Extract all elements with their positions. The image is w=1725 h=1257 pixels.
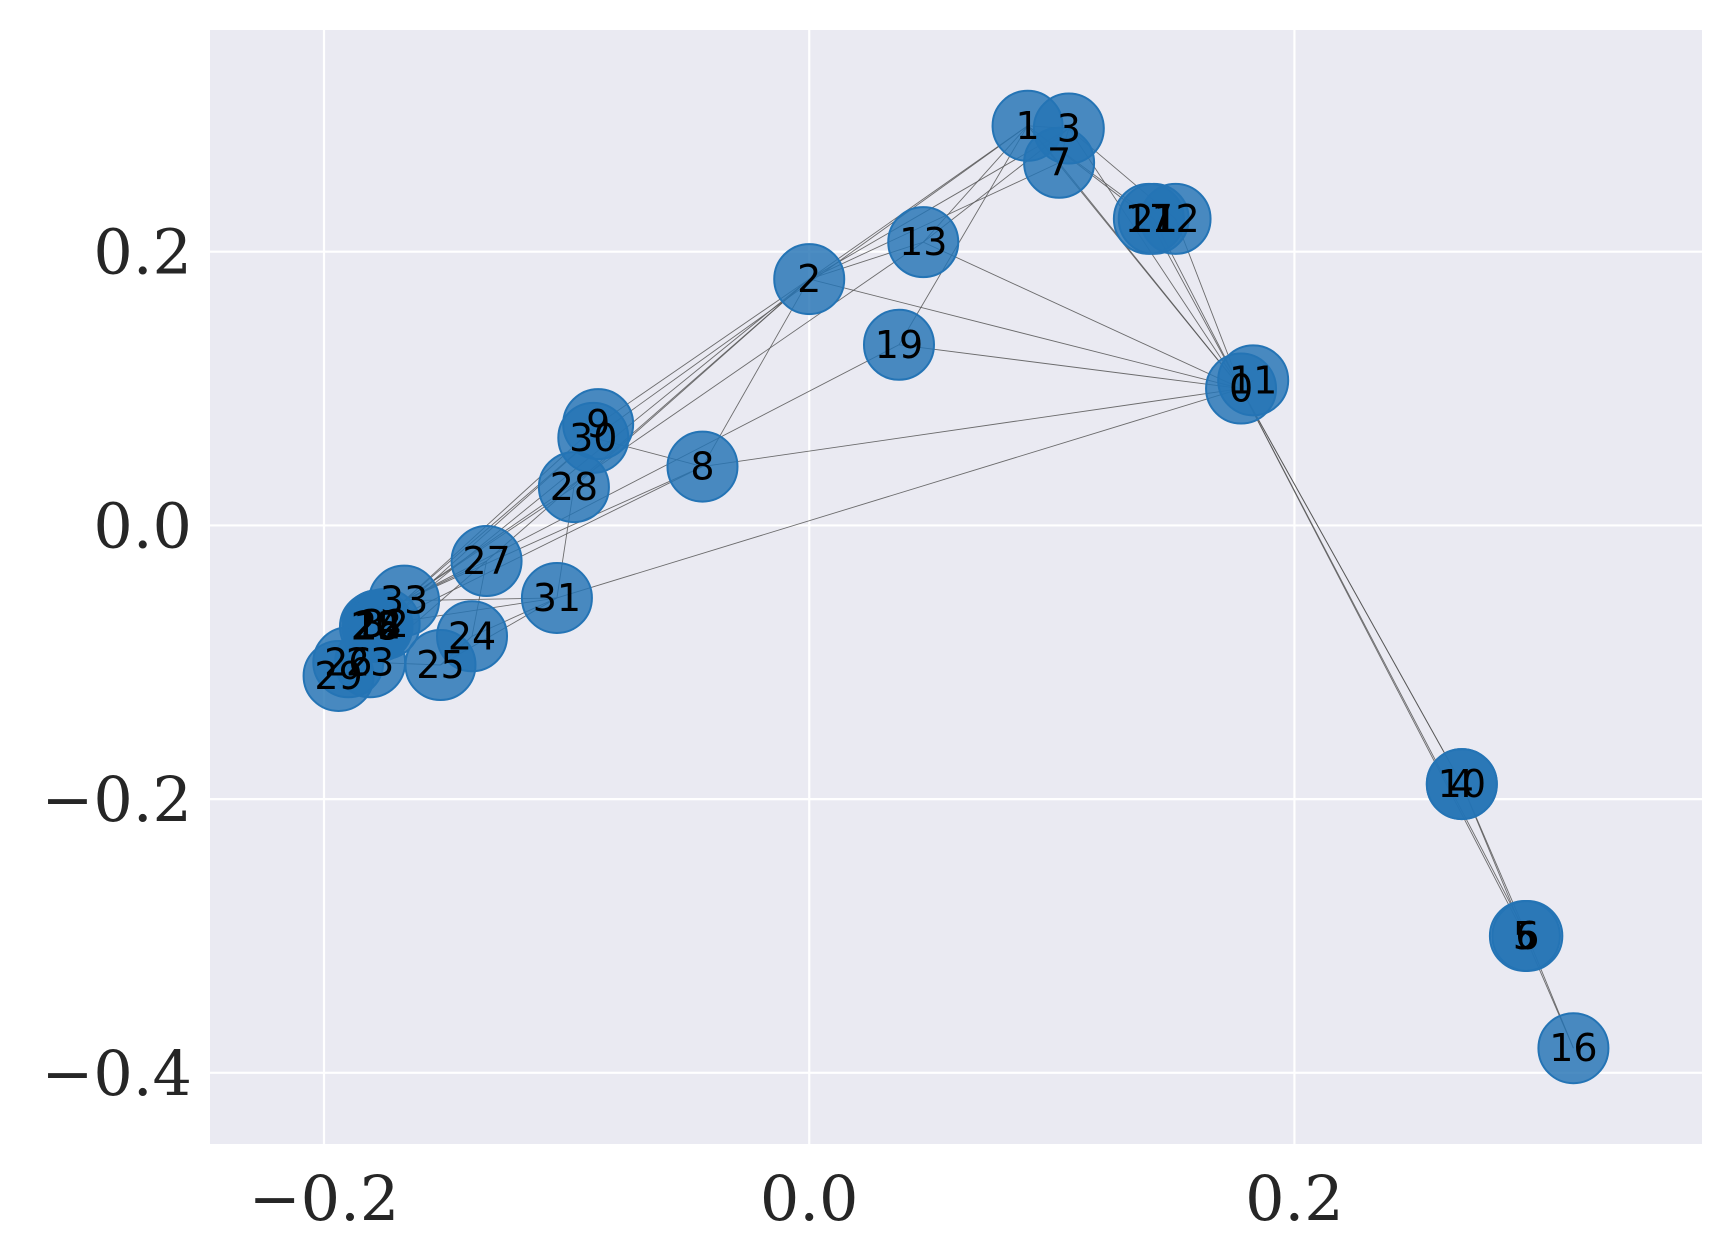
node-8 [666, 430, 739, 503]
node-label-33: 33 [380, 579, 428, 623]
node-21 [1117, 182, 1190, 255]
node-label-1: 1 [1015, 104, 1039, 148]
edge-0-8 [702, 388, 1242, 468]
edge-0-10 [1240, 388, 1463, 785]
edge-0-2 [809, 278, 1242, 389]
node-label-27: 27 [462, 539, 510, 583]
node-label-21: 21 [1130, 197, 1178, 241]
node-label-19: 19 [875, 323, 923, 367]
node-13 [887, 206, 960, 279]
edge-1-2 [808, 125, 1028, 280]
node-label-20: 20 [351, 605, 399, 649]
node-label-8: 8 [690, 445, 714, 489]
node-label-23: 23 [346, 640, 394, 684]
y-tick-label-3: −0.4 [41, 1037, 192, 1110]
node-label-6: 6 [1515, 914, 1539, 958]
node-31 [520, 561, 593, 634]
node-label-22: 22 [353, 603, 401, 647]
node-label-32: 32 [360, 602, 408, 646]
node-label-13: 13 [899, 220, 947, 264]
node-label-3: 3 [1057, 107, 1081, 151]
x-tick-label-1: 0.0 [760, 1162, 859, 1235]
node-label-12: 12 [1151, 197, 1199, 241]
node-label-16: 16 [1549, 1026, 1597, 1070]
y-axis-tick-labels: 0.2 0.0 −0.2 −0.4 [41, 216, 192, 1110]
node-label-9: 9 [586, 402, 610, 446]
node-label-29: 29 [314, 654, 362, 698]
node-label-2: 2 [797, 257, 821, 301]
node-label-0: 0 [1229, 367, 1253, 411]
node-2 [773, 243, 846, 316]
node-11 [1217, 344, 1290, 417]
node-label-15: 15 [353, 605, 401, 649]
y-tick-label-2: −0.2 [41, 763, 192, 836]
node-label-5: 5 [1513, 914, 1537, 958]
node-label-10: 10 [1438, 762, 1486, 806]
node-6 [1491, 899, 1564, 972]
x-axis-tick-labels: −0.2 0.0 0.2 [249, 1162, 1344, 1235]
graph-nodes: 0123456789101112131415161718192021222324… [302, 89, 1610, 1085]
node-label-11: 11 [1229, 358, 1277, 402]
node-19 [862, 308, 935, 381]
node-10 [1425, 748, 1498, 821]
node-label-7: 7 [1047, 141, 1071, 185]
y-tick-label-1: 0.0 [93, 489, 192, 562]
node-16 [1537, 1012, 1610, 1085]
edge-0-13 [923, 241, 1242, 389]
x-tick-label-0: −0.2 [249, 1162, 400, 1235]
node-label-17: 17 [1125, 197, 1173, 241]
edge-0-31 [556, 388, 1242, 599]
y-tick-label-0: 0.2 [93, 216, 192, 289]
node-label-26: 26 [324, 640, 372, 684]
node-25 [404, 629, 477, 702]
edge-0-7 [1058, 162, 1242, 389]
node-33 [368, 564, 441, 637]
node-label-4: 4 [1450, 762, 1474, 806]
node-label-18: 18 [353, 603, 401, 647]
edge-0-19 [898, 344, 1242, 390]
node-30 [557, 401, 630, 474]
x-tick-label-2: 0.2 [1245, 1162, 1344, 1235]
node-27 [450, 524, 523, 597]
node-29 [302, 639, 375, 712]
edge-2-9 [597, 278, 810, 425]
edge-0-3 [1068, 128, 1242, 389]
node-label-24: 24 [448, 614, 496, 658]
node-7 [1023, 126, 1096, 199]
node-label-31: 31 [533, 576, 581, 620]
edge-8-33 [403, 466, 703, 602]
node-label-28: 28 [550, 465, 598, 509]
node-label-14: 14 [353, 603, 401, 647]
edge-1-19 [898, 125, 1028, 345]
node-label-25: 25 [416, 643, 464, 687]
edge-0-6 [1240, 388, 1528, 937]
node-label-30: 30 [569, 416, 617, 460]
